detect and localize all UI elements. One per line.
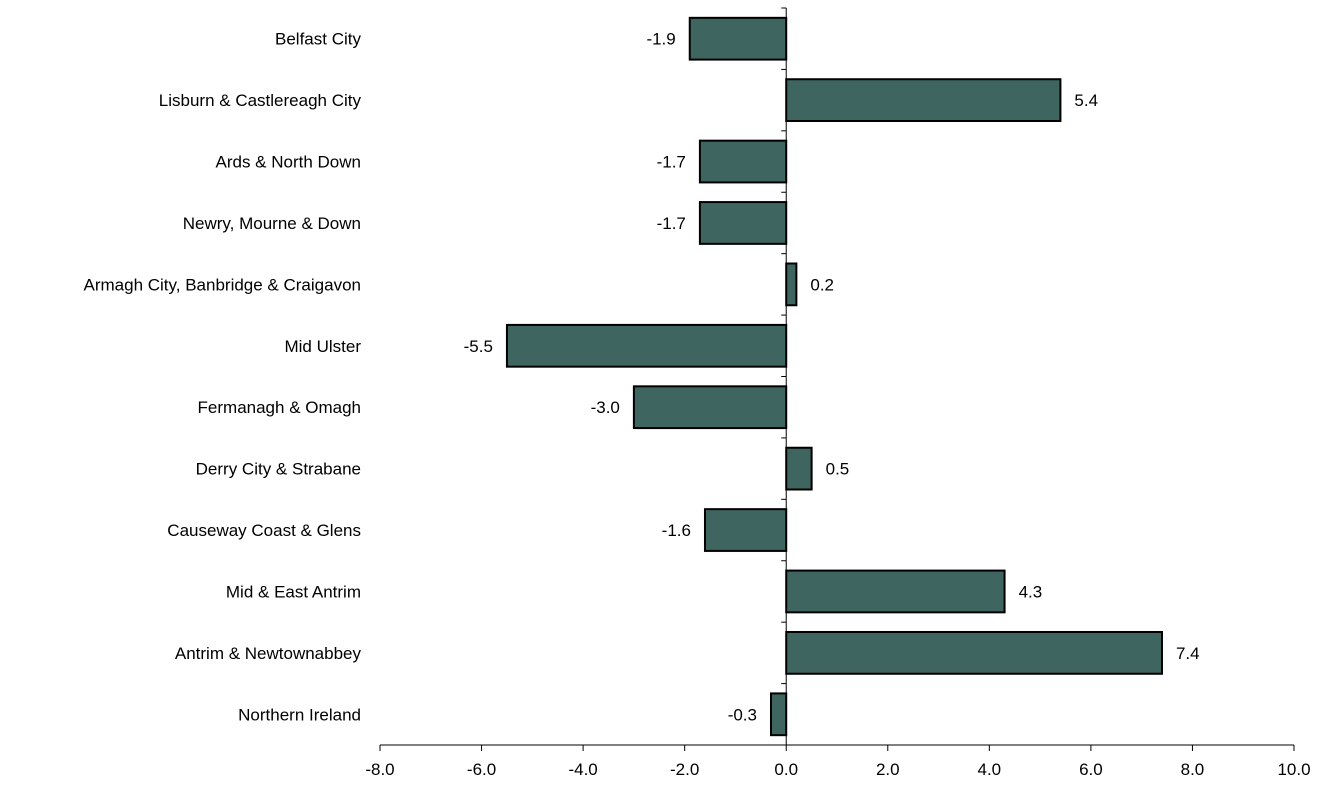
bar [698,201,788,245]
category-label: Belfast City [275,30,361,49]
bar [785,630,1163,675]
category-label: Causeway Coast & Glens [167,521,361,540]
category-label: Lisburn & Castlereagh City [159,91,362,110]
bars-group [505,16,1163,737]
x-tick-label: 6.0 [1079,760,1103,779]
x-tick-label: 0.0 [774,760,798,779]
category-labels-group: Belfast City Lisburn & Castlereagh City Ar… [84,30,362,725]
category-label: Derry City & Strabane [196,460,361,479]
category-label: Northern Ireland [238,705,361,724]
bar [688,16,788,61]
bar [785,446,813,491]
bar [703,508,788,552]
value-label: 0.5 [826,460,850,479]
bar [785,78,1062,123]
bar [632,385,788,430]
category-label: Armagh City, Banbridge & Craigavon [84,275,362,294]
x-tick-label: -6.0 [467,760,496,779]
value-label: -0.3 [728,705,757,724]
x-tick-label: -2.0 [670,760,699,779]
value-label: 4.3 [1019,582,1043,601]
category-label: Newry, Mourne & Down [183,214,361,233]
bar [785,569,1006,614]
value-label: -1.6 [662,521,691,540]
category-label: Mid Ulster [284,337,361,356]
value-label: -1.9 [646,30,675,49]
value-label: -1.7 [657,153,686,172]
value-label: -1.7 [657,214,686,233]
x-tick-label: 8.0 [1181,760,1205,779]
x-tick-label: -8.0 [365,760,394,779]
x-tick-label: 2.0 [876,760,900,779]
category-label: Fermanagh & Omagh [198,398,361,417]
value-labels-group: -1.9 5.4 -1.7 -1.7 0.2 -5.5 -3.0 0.5 -1.6 4.3 7.4 -… [464,30,1200,725]
x-tick-label: 4.0 [978,760,1002,779]
value-label: 0.2 [810,275,834,294]
value-label: -3.0 [591,398,620,417]
x-axis: -8.0 -6.0 -4.0 -2.0 0.0 2.0 4.0 6.0 8.0 10.0 [365,744,1311,779]
value-label: -5.5 [464,337,493,356]
x-tick-label: -4.0 [568,760,597,779]
value-label: 5.4 [1074,91,1098,110]
x-tick-label: 10.0 [1277,760,1310,779]
category-label: Antrim & Newtownabbey [175,644,362,663]
bar [698,139,788,184]
bar [785,262,798,307]
bar [505,323,788,368]
bar [769,692,788,737]
category-label: Mid & East Antrim [226,582,361,601]
category-label: Ards & North Down [216,153,362,172]
value-label: 7.4 [1176,644,1200,663]
